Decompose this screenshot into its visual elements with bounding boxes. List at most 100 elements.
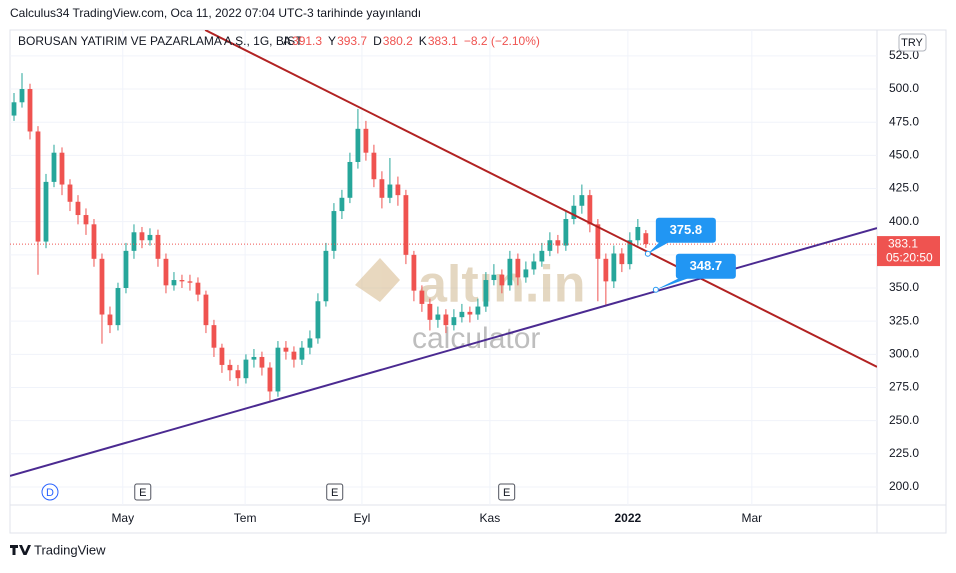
y-tick-label: 425.0 — [889, 181, 919, 195]
candle-body — [363, 128, 369, 153]
candle-body — [643, 233, 649, 245]
y-tick-label: 475.0 — [889, 114, 919, 128]
candle-body — [627, 240, 633, 265]
candle-body — [27, 89, 33, 132]
watermark-sub: calculator — [412, 322, 540, 355]
candle-body — [587, 195, 593, 225]
ohlc-value: 393.7 — [337, 34, 367, 48]
candle-body — [563, 219, 569, 246]
y-tick-label: 450.0 — [889, 148, 919, 162]
y-tick-label: 500.0 — [889, 81, 919, 95]
candle-body — [331, 211, 337, 251]
candle-body — [227, 364, 233, 371]
candle-body — [203, 294, 209, 326]
x-tick-label: 2022 — [615, 511, 642, 525]
candle-body — [323, 250, 329, 302]
candle-body — [419, 290, 425, 304]
candle-body — [387, 184, 393, 198]
candle-body — [347, 161, 353, 198]
ohlc-key: K — [419, 34, 427, 48]
symbol: BORUSAN YATIRIM VE PAZARLAMA A.Ş., 1G, B… — [18, 34, 303, 48]
x-tick-label: Eyl — [354, 511, 371, 525]
candle-body — [75, 201, 81, 216]
candle-body — [507, 258, 513, 286]
currency: TRY — [901, 37, 923, 49]
last-price: 383.1 — [888, 236, 918, 250]
candle-body — [531, 261, 537, 270]
watermark: altın.in calculator — [355, 256, 586, 355]
candle-body — [547, 240, 553, 251]
candle-body — [11, 102, 17, 116]
candle-body — [395, 184, 401, 196]
candle-body — [459, 311, 465, 318]
candle-body — [35, 131, 41, 242]
candle-body — [467, 311, 473, 315]
event-marker — [326, 483, 344, 501]
candle-body — [355, 128, 361, 162]
candle-body — [99, 258, 105, 315]
footer: TradingView — [10, 542, 106, 557]
candle-body — [299, 347, 305, 360]
candle-body — [19, 89, 25, 103]
ohlc-value: 380.2 — [383, 34, 413, 48]
candle-body — [163, 258, 169, 286]
event-label: E — [331, 487, 338, 499]
candle-body — [83, 215, 89, 225]
callout-point — [652, 286, 659, 293]
callout-label: 375.8 — [670, 222, 703, 237]
frame — [9, 29, 947, 534]
y-tick-label: 325.0 — [889, 313, 919, 327]
candle-body — [107, 314, 113, 326]
countdown: 05:20:50 — [886, 250, 933, 264]
candle-body — [315, 301, 321, 339]
ohlc-value: 391.3 — [292, 34, 322, 48]
ohlc-change: −8.2 (−2.10%) — [464, 34, 540, 48]
candle-body — [339, 197, 345, 212]
candle-body — [43, 181, 49, 242]
candle-body — [443, 314, 449, 326]
candle-body — [291, 351, 297, 360]
trendline — [204, 30, 877, 368]
event-marker — [498, 483, 516, 501]
footer-brand: TradingView — [34, 542, 106, 557]
ohlc-key: A — [283, 34, 291, 48]
callout — [655, 277, 690, 290]
candle-body — [123, 250, 129, 288]
candle-body — [235, 370, 241, 379]
candle-body — [283, 347, 289, 352]
candle-body — [619, 253, 625, 265]
candle-body — [571, 205, 577, 220]
x-tick-label: Kas — [480, 511, 501, 525]
ohlc-key: D — [373, 34, 382, 48]
y-tick-label: 525.0 — [889, 48, 919, 62]
candle-body — [371, 152, 377, 180]
candle-body — [379, 179, 385, 198]
candle-body — [59, 152, 65, 185]
x-tick-label: May — [111, 511, 134, 525]
y-tick-label: 350.0 — [889, 280, 919, 294]
candle-body — [91, 224, 97, 259]
x-tick-label: Mar — [741, 511, 762, 525]
candle-body — [475, 306, 481, 315]
candle-body — [603, 258, 609, 282]
currency-box — [898, 33, 927, 52]
footer-logo — [10, 545, 31, 555]
ohlc-key: Y — [328, 34, 336, 48]
candle-body — [491, 274, 497, 281]
candle-body — [171, 280, 177, 286]
candle-body — [435, 314, 441, 320]
event-label: E — [139, 487, 146, 499]
candle-body — [131, 232, 137, 251]
last-price-box — [877, 236, 940, 267]
candle-body — [451, 317, 457, 326]
candle-body — [139, 232, 145, 241]
y-tick-label: 250.0 — [889, 413, 919, 427]
candle-body — [155, 234, 161, 259]
candle-body — [67, 184, 73, 202]
candle-body — [595, 224, 601, 259]
event-label: E — [503, 487, 510, 499]
candle-body — [579, 195, 585, 206]
published: Calculus34 TradingView.com, Oca 11, 2022… — [10, 6, 421, 20]
x-tick-label: Tem — [234, 511, 257, 525]
candle-body — [195, 282, 201, 295]
